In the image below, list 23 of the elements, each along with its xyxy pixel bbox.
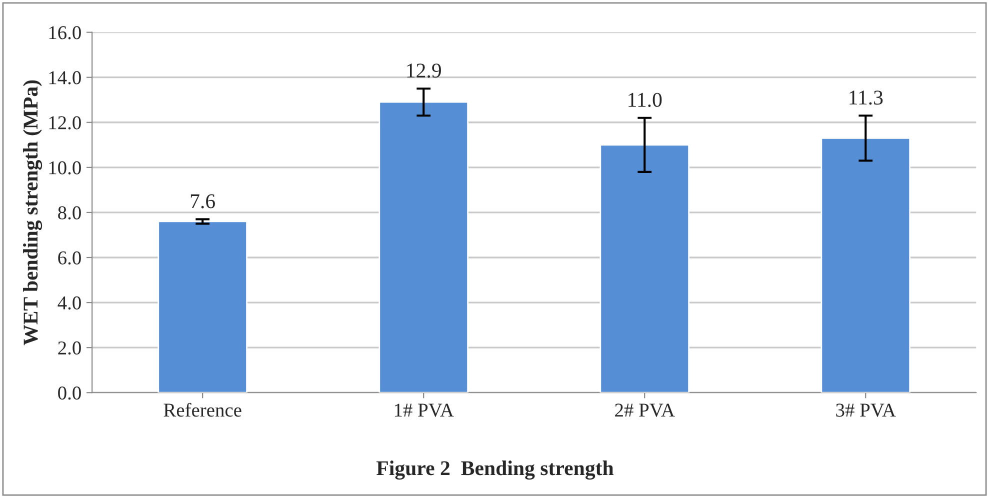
x-tick-label: 3# PVA [836,404,896,417]
bar [820,137,911,393]
y-tick-label: 6.0 [58,251,81,265]
y-tick-label: 0.0 [58,386,81,400]
y-axis-title: WET bending strength (MPa) [23,80,42,346]
bar [600,144,690,393]
y-tick-label: 14.0 [49,71,81,84]
y-tick-label: 10.0 [49,161,81,174]
bar [378,101,468,393]
y-tick-label: 8.0 [58,206,81,220]
data-label: 7.6 [190,194,215,208]
x-tick-label: 2# PVA [615,404,675,417]
data-label: 11.0 [628,92,662,107]
data-label: 11.3 [850,90,883,105]
x-tick-label: Reference [164,402,242,417]
x-tick-label: 1# PVA [394,404,454,417]
bar [158,220,248,393]
y-tick-label: 2.0 [58,341,81,355]
data-label: 12.9 [407,64,441,78]
y-tick-label: 16.0 [49,26,81,40]
text: Figure 2 Bending strength [376,460,614,480]
y-tick-label: 4.0 [58,296,81,310]
y-tick-label: 12.0 [49,116,81,130]
